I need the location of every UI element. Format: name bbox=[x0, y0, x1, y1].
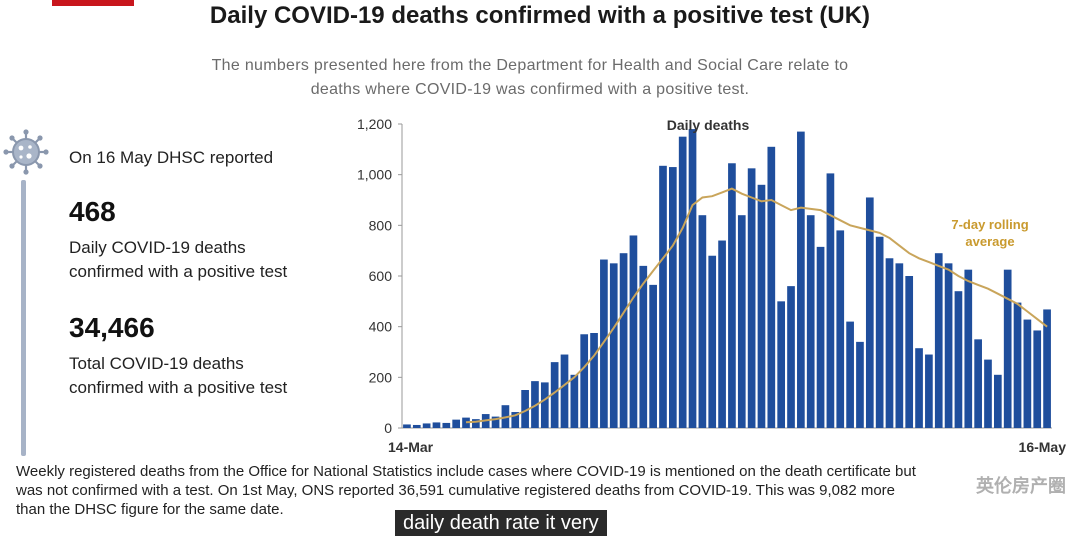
y-tick-label: 200 bbox=[369, 369, 393, 385]
total-deaths-label-line-1: Total COVID-19 deaths bbox=[69, 354, 244, 373]
x-start-label: 14-Mar bbox=[388, 439, 434, 455]
bar bbox=[609, 263, 618, 428]
bar bbox=[737, 215, 746, 428]
footnote: Weekly registered deaths from the Office… bbox=[16, 462, 1066, 519]
timeline-line bbox=[21, 180, 26, 456]
bar bbox=[865, 197, 874, 428]
bar bbox=[728, 163, 736, 428]
bar bbox=[934, 253, 943, 428]
daily-deaths-label: Daily COVID-19 deaths confirmed with a p… bbox=[69, 236, 287, 284]
bar bbox=[422, 423, 431, 428]
bar bbox=[1013, 302, 1022, 428]
footnote-line-3: than the DHSC figure for the same date. bbox=[16, 501, 284, 518]
bar bbox=[787, 286, 795, 428]
daily-deaths-number: 468 bbox=[69, 196, 116, 227]
rolling-average-annotation-line-2: average bbox=[965, 234, 1014, 249]
bar bbox=[954, 291, 963, 428]
footnote-line-1: Weekly registered deaths from the Office… bbox=[16, 463, 916, 480]
bar bbox=[649, 284, 657, 428]
y-tick-label: 1,200 bbox=[357, 116, 392, 132]
bar bbox=[836, 230, 845, 428]
bar bbox=[806, 215, 815, 428]
bar bbox=[619, 253, 628, 428]
bar bbox=[895, 263, 904, 428]
page-title: Daily COVID-19 deaths confirmed with a p… bbox=[209, 2, 871, 29]
bar bbox=[629, 235, 638, 428]
bar bbox=[747, 168, 756, 429]
total-deaths-label: Total COVID-19 deaths confirmed with a p… bbox=[69, 352, 287, 400]
watermark: 英伦房产圈 bbox=[976, 476, 1066, 496]
bar bbox=[974, 339, 982, 428]
bar bbox=[698, 215, 707, 428]
bar bbox=[846, 321, 854, 428]
rolling-average-annotation-line-1: 7-day rolling bbox=[951, 217, 1028, 232]
bar bbox=[856, 341, 864, 428]
bar bbox=[678, 136, 687, 428]
daily-deaths-chart: 0 200 400 600 800 1,000 1,200 14-Mar 16-May Daily… bbox=[357, 116, 1067, 455]
bar bbox=[550, 362, 559, 428]
bar bbox=[885, 258, 894, 428]
bar bbox=[925, 354, 933, 428]
bar bbox=[984, 359, 992, 428]
y-tick-label: 600 bbox=[369, 268, 393, 284]
daily-deaths-annotation: Daily deaths bbox=[667, 117, 750, 133]
bar bbox=[964, 269, 973, 428]
bar bbox=[944, 263, 953, 428]
bar bbox=[659, 165, 667, 429]
y-tick-label: 1,000 bbox=[357, 167, 392, 183]
bar bbox=[540, 382, 549, 428]
bar bbox=[826, 173, 835, 428]
bar bbox=[668, 167, 677, 429]
rolling-average-line bbox=[465, 187, 1048, 424]
bar bbox=[412, 424, 421, 428]
bar bbox=[639, 265, 648, 428]
bar bbox=[1003, 269, 1012, 428]
subtitle: The numbers presented here from the Depa… bbox=[130, 54, 930, 102]
bar bbox=[767, 146, 776, 429]
subtitle-line-2: deaths where COVID-19 was confirmed with… bbox=[310, 81, 750, 98]
virus-icon bbox=[3, 129, 49, 175]
daily-deaths-label-line-1: Daily COVID-19 deaths bbox=[69, 238, 246, 257]
bar bbox=[915, 348, 923, 428]
bar bbox=[472, 419, 480, 428]
bar bbox=[718, 240, 726, 428]
bar bbox=[797, 131, 805, 428]
x-end-label: 16-May bbox=[1019, 439, 1067, 455]
bar bbox=[905, 276, 914, 428]
y-tick-label: 800 bbox=[369, 217, 393, 233]
bar bbox=[757, 184, 766, 428]
bar bbox=[993, 374, 1002, 428]
footnote-line-2: was not confirmed with a test. On 1st Ma… bbox=[16, 482, 896, 499]
bar bbox=[491, 416, 500, 428]
video-caption: daily death rate it very bbox=[395, 510, 607, 536]
bar bbox=[462, 417, 470, 428]
bar bbox=[403, 424, 411, 428]
bar bbox=[442, 422, 451, 428]
bar bbox=[688, 129, 697, 429]
bar bbox=[560, 354, 569, 428]
bar bbox=[1043, 309, 1051, 428]
report-date-text: On 16 May DHSC reported bbox=[69, 148, 274, 167]
bar bbox=[511, 412, 520, 428]
bar bbox=[600, 259, 608, 428]
bar bbox=[1023, 319, 1032, 428]
subtitle-line-1: The numbers presented here from the Depa… bbox=[211, 57, 849, 74]
bar bbox=[570, 374, 579, 428]
bar bbox=[590, 333, 598, 428]
total-deaths-number: 34,466 bbox=[69, 312, 155, 343]
total-deaths-label-line-2: confirmed with a positive test bbox=[69, 378, 288, 397]
bar bbox=[1033, 330, 1042, 428]
bar bbox=[708, 255, 717, 428]
bar bbox=[432, 422, 441, 428]
bar bbox=[816, 246, 825, 428]
bar bbox=[875, 236, 884, 428]
y-tick-label: 0 bbox=[384, 420, 392, 436]
daily-deaths-label-line-2: confirmed with a positive test bbox=[69, 262, 288, 281]
brand-logo bbox=[52, 0, 134, 6]
bar bbox=[452, 419, 461, 428]
bar bbox=[521, 390, 529, 428]
y-tick-label: 400 bbox=[369, 319, 393, 335]
bar bbox=[580, 334, 589, 428]
bar bbox=[777, 301, 786, 428]
